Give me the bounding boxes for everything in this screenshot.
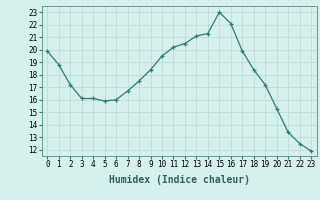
X-axis label: Humidex (Indice chaleur): Humidex (Indice chaleur) (109, 175, 250, 185)
